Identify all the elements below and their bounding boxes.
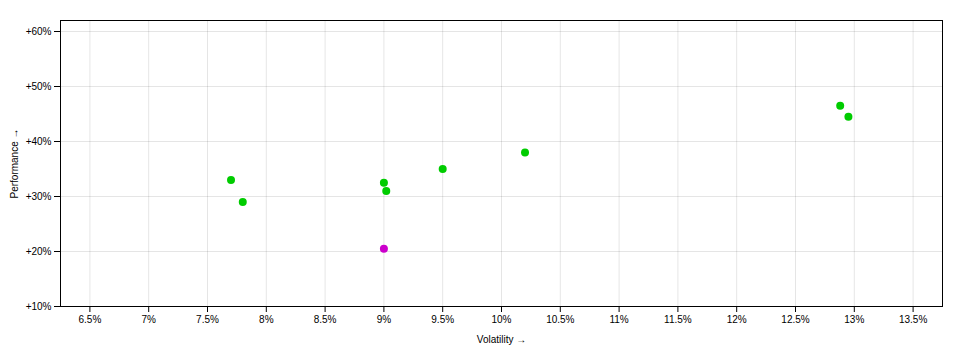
svg-text:+20%: +20% bbox=[26, 246, 52, 257]
svg-text:9.5%: 9.5% bbox=[431, 314, 454, 325]
svg-text:+30%: +30% bbox=[26, 191, 52, 202]
svg-text:+10%: +10% bbox=[26, 301, 52, 312]
svg-text:7%: 7% bbox=[141, 314, 156, 325]
svg-text:13%: 13% bbox=[844, 314, 864, 325]
svg-text:12.5%: 12.5% bbox=[781, 314, 809, 325]
svg-text:9%: 9% bbox=[377, 314, 392, 325]
svg-text:+40%: +40% bbox=[26, 136, 52, 147]
svg-text:8.5%: 8.5% bbox=[314, 314, 337, 325]
svg-text:11.5%: 11.5% bbox=[664, 314, 692, 325]
svg-text:+60%: +60% bbox=[26, 26, 52, 37]
svg-text:7.5%: 7.5% bbox=[196, 314, 219, 325]
svg-text:12%: 12% bbox=[727, 314, 747, 325]
svg-text:6.5%: 6.5% bbox=[79, 314, 102, 325]
svg-text:11%: 11% bbox=[609, 314, 628, 325]
svg-text:8%: 8% bbox=[259, 314, 274, 325]
svg-text:Volatility →: Volatility → bbox=[477, 334, 526, 345]
svg-text:Performance →: Performance → bbox=[9, 128, 20, 198]
svg-text:10.5%: 10.5% bbox=[546, 314, 574, 325]
svg-text:13.5%: 13.5% bbox=[899, 314, 927, 325]
svg-text:+50%: +50% bbox=[26, 81, 52, 92]
svg-text:10%: 10% bbox=[491, 314, 511, 325]
